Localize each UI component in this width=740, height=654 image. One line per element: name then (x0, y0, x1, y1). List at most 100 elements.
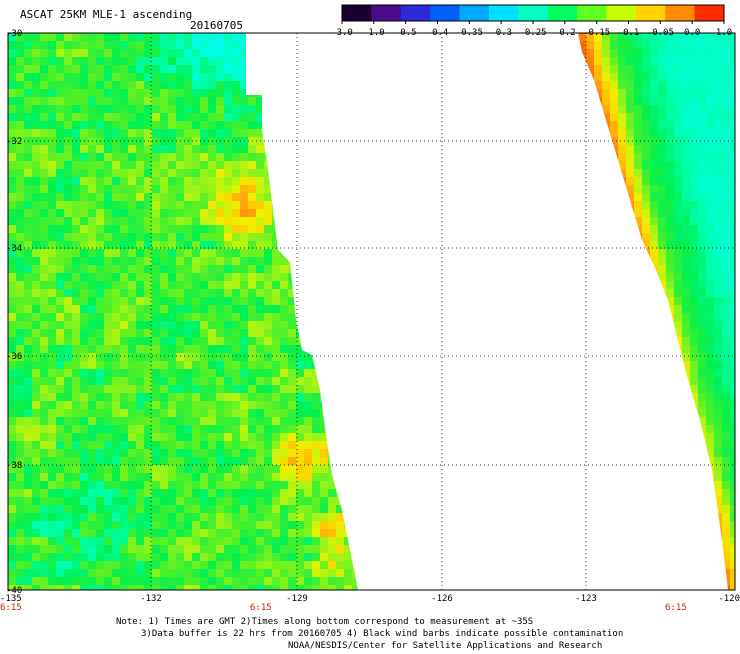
swath-cell (136, 441, 144, 449)
swath-cell (32, 353, 40, 361)
swath-cell (72, 473, 80, 481)
swath-cell (216, 561, 224, 569)
swath-cell (248, 225, 256, 233)
swath-cell (176, 65, 184, 73)
swath-cell (690, 177, 698, 185)
swath-cell (152, 553, 160, 561)
swath-cell (8, 281, 16, 289)
swath-cell (280, 457, 288, 465)
swath-cell (168, 385, 176, 393)
swath-cell (112, 553, 120, 561)
swath-cell (96, 473, 104, 481)
swath-cell (594, 65, 602, 73)
swath-cell (40, 161, 48, 169)
swath-cell (88, 97, 96, 105)
swath-cell (32, 297, 40, 305)
swath-cell (64, 369, 72, 377)
swath-cell (40, 497, 48, 505)
swath-cell (48, 153, 56, 161)
swath-cell (312, 457, 320, 465)
swath-cell (730, 377, 735, 385)
swath-cell (674, 161, 682, 169)
swath-cell (56, 233, 64, 241)
swath-cell (16, 265, 24, 273)
swath-cell (112, 561, 120, 569)
swath-cell (120, 81, 128, 89)
swath-cell (40, 513, 48, 521)
swath-cell (682, 329, 690, 337)
swath-cell (690, 265, 698, 273)
swath-cell (160, 425, 168, 433)
swath-cell (128, 417, 136, 425)
swath-cell (264, 257, 272, 265)
swath-cell (232, 297, 240, 305)
swath-cell (706, 321, 714, 329)
swath-cell (16, 209, 24, 217)
swath-cell (8, 193, 16, 201)
swath-cell (96, 241, 104, 249)
swath-cell (224, 217, 232, 225)
swath-cell (96, 41, 104, 49)
swath-cell (112, 177, 120, 185)
swath-cell (248, 345, 256, 353)
swath-cell (48, 377, 56, 385)
swath-cell (176, 201, 184, 209)
swath-cell (40, 257, 48, 265)
swath-cell (184, 89, 192, 97)
swath-cell (16, 97, 24, 105)
swath-cell (176, 185, 184, 193)
swath-cell (626, 57, 634, 65)
swath-cell (16, 49, 24, 57)
colorbar-swatch (430, 5, 461, 21)
swath-cell (674, 289, 682, 297)
swath-cell (96, 65, 104, 73)
swath-cell (112, 161, 120, 169)
swath-cell (658, 241, 666, 249)
swath-cell (248, 449, 256, 457)
swath-cell (730, 233, 735, 241)
swath-cell (32, 281, 40, 289)
swath-cell (730, 289, 735, 297)
swath-cell (634, 73, 642, 81)
swath-cell (120, 481, 128, 489)
swath-cell (706, 273, 714, 281)
swath-cell (730, 417, 735, 425)
swath-cell (80, 441, 88, 449)
swath-cell (666, 273, 674, 281)
swath-cell (232, 433, 240, 441)
swath-cell (40, 265, 48, 273)
swath-cell (56, 297, 64, 305)
swath-cell (216, 537, 224, 545)
swath-cell (152, 161, 160, 169)
colorbar-swatch (694, 5, 725, 21)
swath-cell (232, 465, 240, 473)
swath-cell (64, 241, 72, 249)
swath-cell (264, 449, 272, 457)
swath-cell (208, 465, 216, 473)
swath-cell (698, 49, 706, 57)
swath-cell (706, 353, 714, 361)
swath-cell (698, 257, 706, 265)
swath-cell (24, 185, 32, 193)
swath-cell (40, 121, 48, 129)
swath-cell (88, 305, 96, 313)
swath-cell (64, 425, 72, 433)
swath-cell (650, 41, 658, 49)
swath-cell (112, 505, 120, 513)
swath-cell (168, 345, 176, 353)
swath-cell (698, 73, 706, 81)
swath-cell (136, 305, 144, 313)
swath-cell (184, 329, 192, 337)
swath-cell (32, 361, 40, 369)
swath-cell (224, 169, 232, 177)
swath-cell (152, 465, 160, 473)
swath-cell (136, 465, 144, 473)
swath-cell (152, 177, 160, 185)
swath-cell (216, 337, 224, 345)
swath-cell (168, 513, 176, 521)
swath-cell (72, 545, 80, 553)
swath-cell (136, 289, 144, 297)
longitude-label: -123 (575, 594, 597, 604)
swath-cell (16, 393, 24, 401)
swath-cell (72, 337, 80, 345)
